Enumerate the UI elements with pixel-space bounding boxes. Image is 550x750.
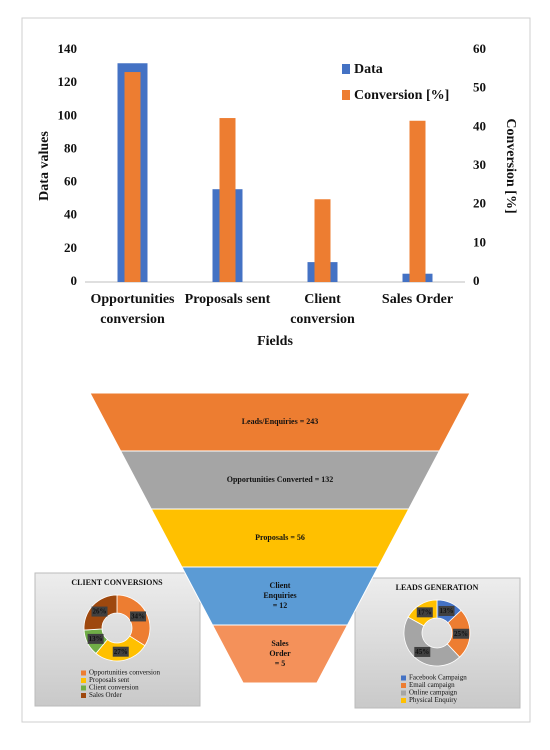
- value-label: 17%: [418, 608, 432, 616]
- legend-label: Data: [354, 62, 383, 77]
- y2-tick-label: 50: [473, 80, 486, 95]
- x-tick-label: Proposals sent: [185, 292, 271, 307]
- legend-swatch: [81, 670, 86, 676]
- y2-tick-label: 10: [473, 234, 486, 249]
- legend-swatch: [401, 675, 406, 681]
- y-tick-label: 60: [64, 174, 77, 189]
- y-tick-label: 100: [58, 107, 78, 122]
- value-label-box: [130, 611, 147, 622]
- bar: [409, 120, 426, 282]
- value-label-box: [416, 607, 433, 618]
- value-label-box: [438, 605, 455, 616]
- x-tick-label: Client conversion: [290, 292, 355, 327]
- funnel-label: Client Enquiries = 12: [263, 581, 296, 610]
- value-label-box: [452, 628, 469, 639]
- value-label-box: [414, 646, 431, 657]
- bar: [314, 199, 331, 282]
- value-label: 25%: [454, 630, 468, 638]
- y-tick-label: 80: [64, 140, 77, 155]
- value-label-box: [87, 633, 104, 644]
- y2-tick-label: 0: [473, 273, 480, 288]
- donut-title: LEADS GENERATION: [396, 583, 479, 592]
- funnel-layer: [211, 624, 349, 684]
- value-label: 26%: [93, 608, 107, 616]
- y-tick-label: 120: [58, 74, 78, 89]
- legend-swatch: [401, 698, 406, 703]
- value-label: 13%: [440, 607, 454, 615]
- y2-tick-label: 30: [473, 157, 486, 172]
- legend-label: Facebook Campaign: [409, 674, 467, 682]
- legend-label: Physical Enquiry: [409, 696, 458, 704]
- legend-swatch: [401, 683, 406, 688]
- x-tick-label: Sales Order: [382, 292, 453, 307]
- donut-title: CLIENT CONVERSIONS: [71, 578, 163, 587]
- legend-swatch: [81, 693, 86, 698]
- funnel-label: Leads/Enquiries = 243: [242, 417, 319, 426]
- y-tick-label: 40: [64, 207, 77, 222]
- y-tick-label: 140: [58, 41, 78, 56]
- legend-label: Online campaign: [409, 689, 458, 697]
- bar: [124, 72, 141, 282]
- value-label: 27%: [114, 648, 128, 656]
- y2-tick-label: 40: [473, 118, 486, 133]
- y-tick-label: 20: [64, 240, 77, 255]
- legend-swatch: [81, 685, 86, 691]
- value-label: 45%: [415, 648, 429, 656]
- frame: [21, 17, 531, 723]
- funnel-label: Opportunities Converted = 132: [227, 475, 334, 484]
- legend-label: Client conversion: [89, 684, 139, 692]
- funnel-label: Proposals = 56: [255, 533, 305, 542]
- legend-swatch: [81, 678, 86, 683]
- y2-tick-label: 20: [473, 196, 486, 211]
- legend-swatch: [342, 90, 350, 100]
- y-tick-label: 0: [71, 273, 78, 288]
- x-axis-label: Fields: [257, 334, 293, 349]
- legend-label: Sales Order: [89, 691, 123, 699]
- legend-swatch: [342, 64, 350, 74]
- bar: [219, 118, 236, 282]
- legend-label: Opportunities conversion: [89, 669, 160, 677]
- value-label-box: [112, 646, 129, 657]
- value-label: 34%: [131, 613, 145, 621]
- value-label-box: [91, 606, 108, 617]
- funnel-label: Sales Order = 5: [269, 639, 291, 668]
- legend-label: Email campaign: [409, 681, 455, 689]
- y-axis-label: Data values: [37, 131, 52, 201]
- legend-swatch: [401, 690, 406, 696]
- y2-tick-label: 60: [473, 41, 486, 56]
- legend-label: Conversion [%]: [354, 88, 449, 103]
- x-tick-label: Opportunities conversion: [90, 292, 175, 327]
- value-label: 13%: [89, 635, 103, 643]
- y2-axis-label: Conversion [%]: [503, 118, 518, 213]
- legend-label: Proposals sent: [89, 676, 129, 684]
